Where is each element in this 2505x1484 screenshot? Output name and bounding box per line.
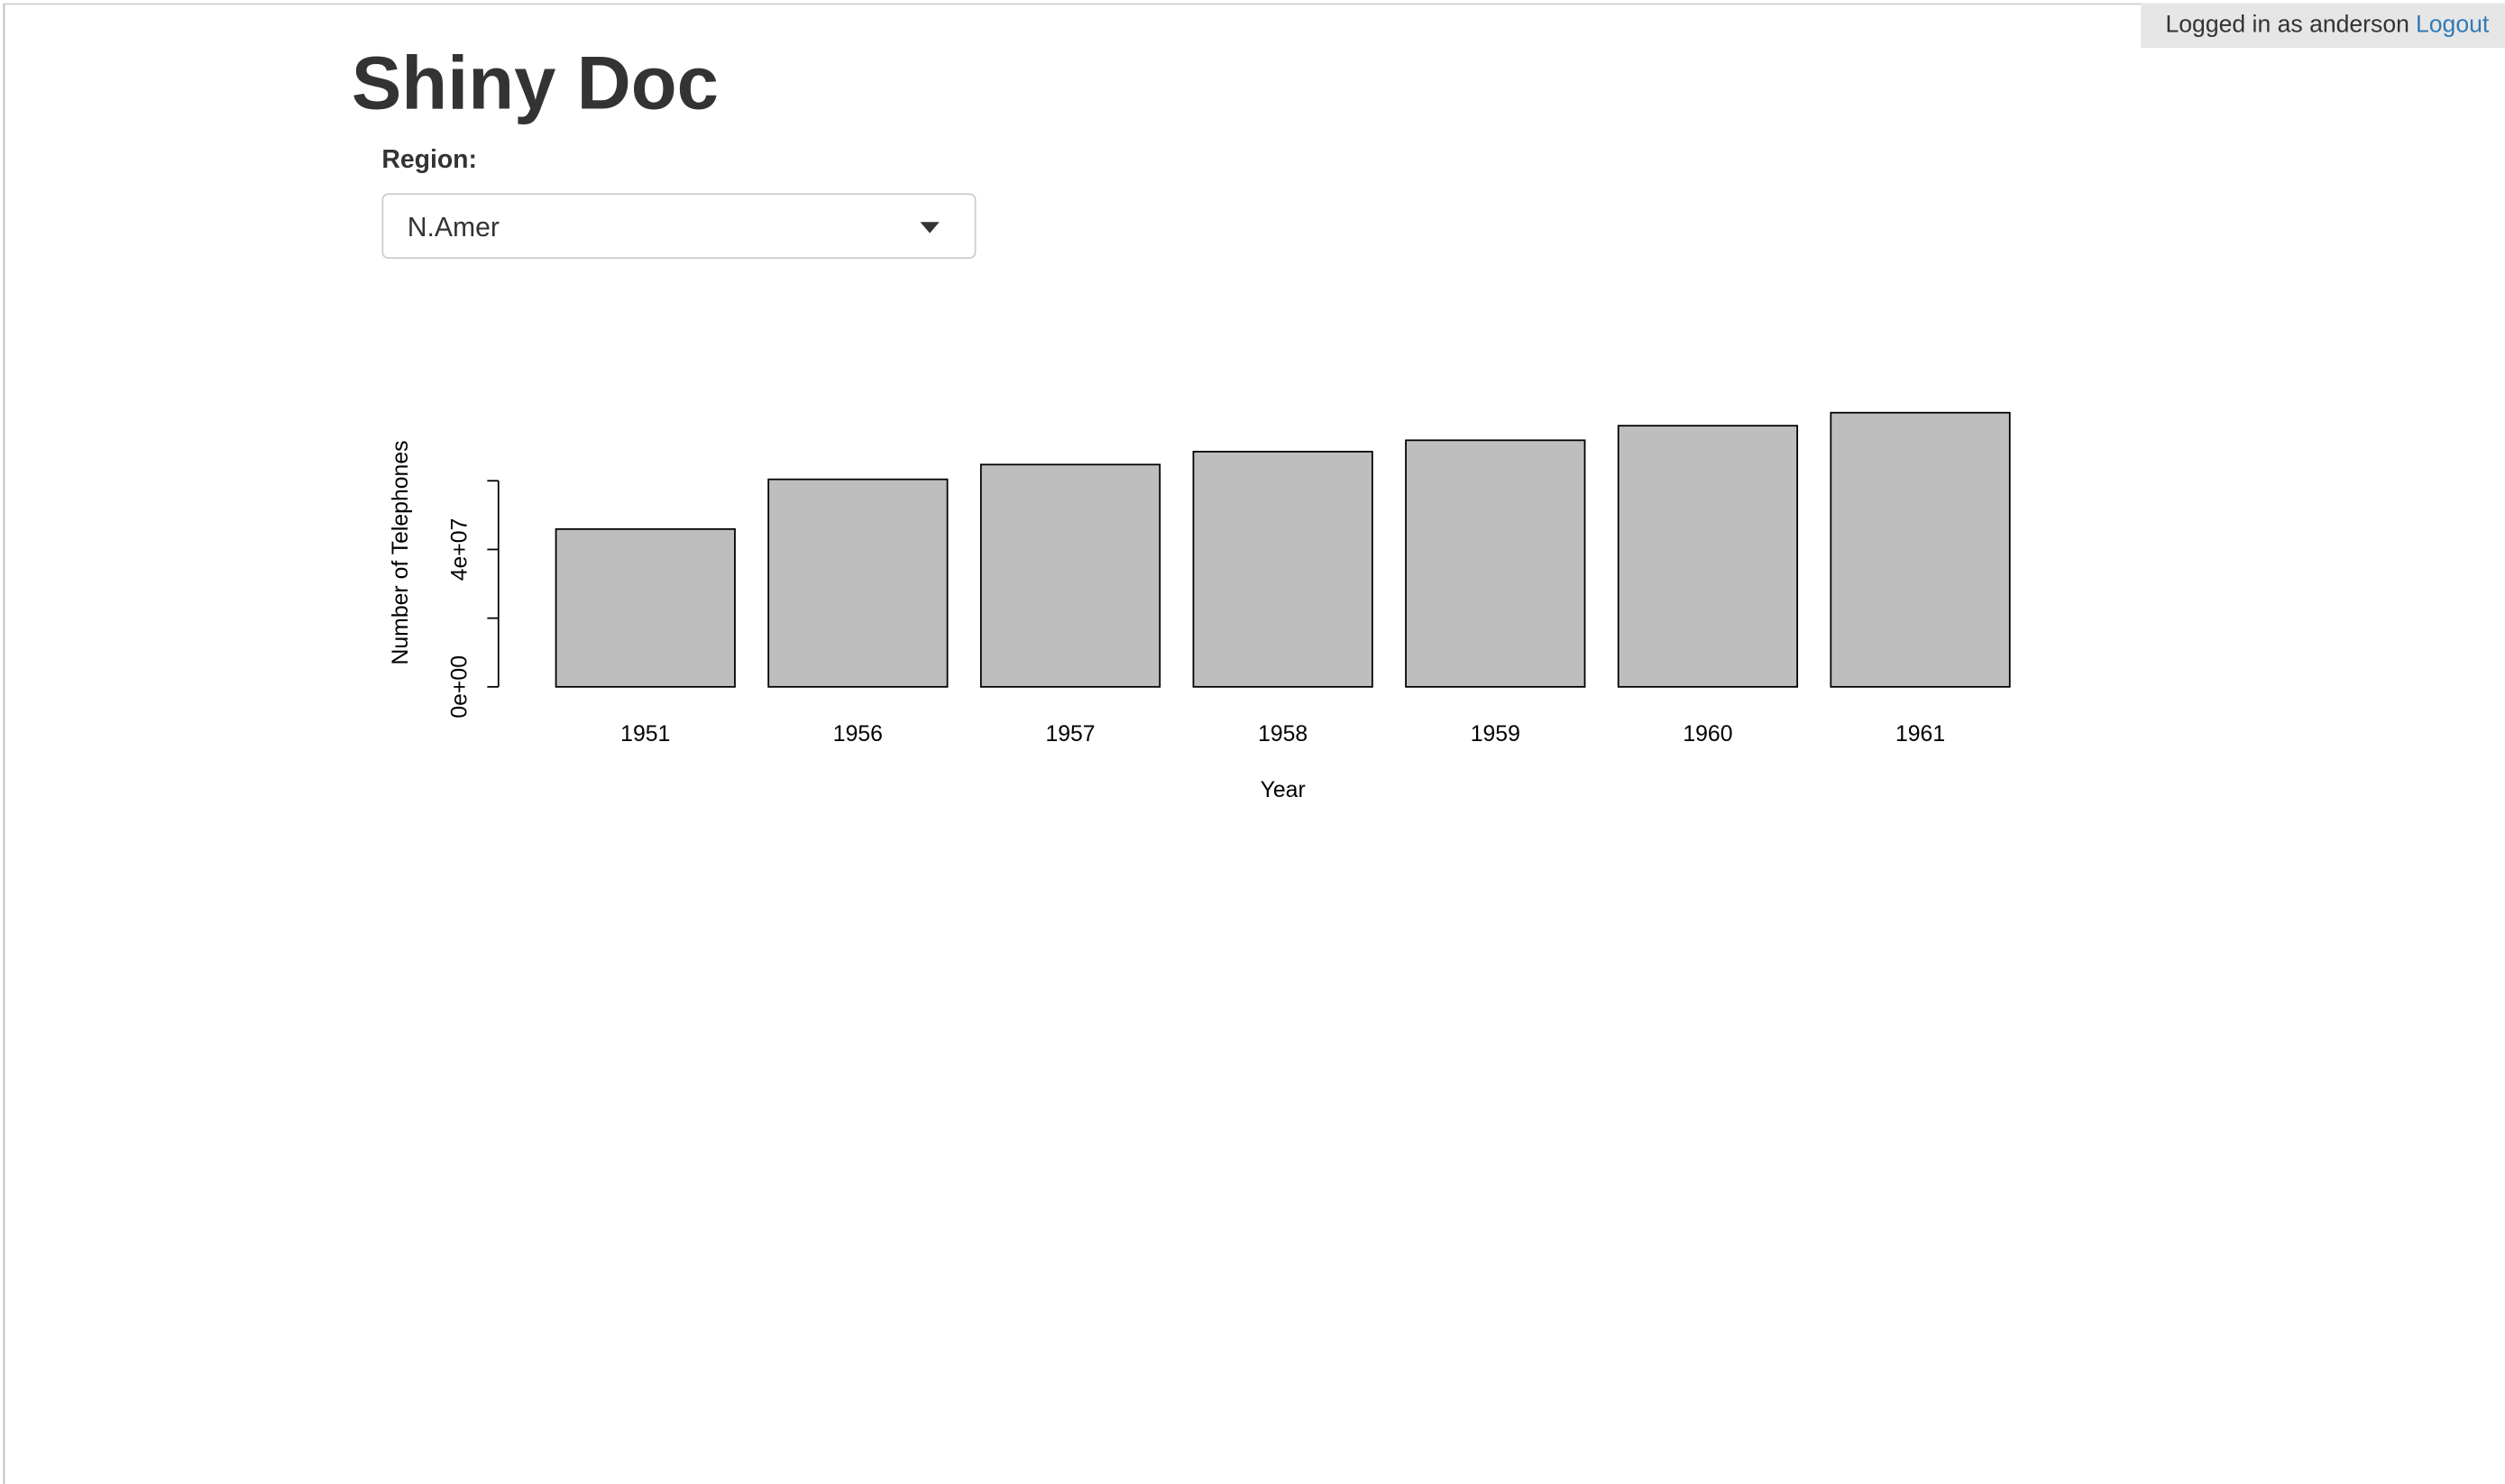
bar [1617,425,1799,688]
x-tick-label: 1961 [1895,722,1945,747]
x-axis-title: Year [1261,778,1306,802]
region-label: Region: [381,146,477,175]
bar [1830,411,2011,688]
user-text: Logged in as anderson [2165,11,2409,39]
bar [979,463,1161,688]
region-select[interactable]: N.Amer [381,193,977,260]
selected-value: N.Amer [407,212,500,243]
y-tick-label: 0e+00 [447,655,472,719]
y-tick-label: 4e+07 [447,518,472,582]
x-tick-label: 1959 [1471,722,1520,747]
page-title: Shiny Doc [351,40,719,125]
x-tick-label: 1958 [1258,722,1308,747]
x-tick-label: 1951 [620,722,670,747]
logout-link[interactable]: Logout [2415,11,2490,39]
window-frame [3,3,2505,1484]
bar [555,527,736,688]
dropdown-caret [920,222,940,234]
x-tick-label: 1960 [1683,722,1732,747]
bar [1405,439,1586,688]
x-tick-label: 1956 [833,722,883,747]
bar [1192,451,1373,688]
bar [767,478,949,688]
y-axis-title: Number of Telephones [389,440,413,664]
user-bar: Logged in as anderson Logout [2141,3,2505,49]
x-tick-label: 1957 [1045,722,1095,747]
